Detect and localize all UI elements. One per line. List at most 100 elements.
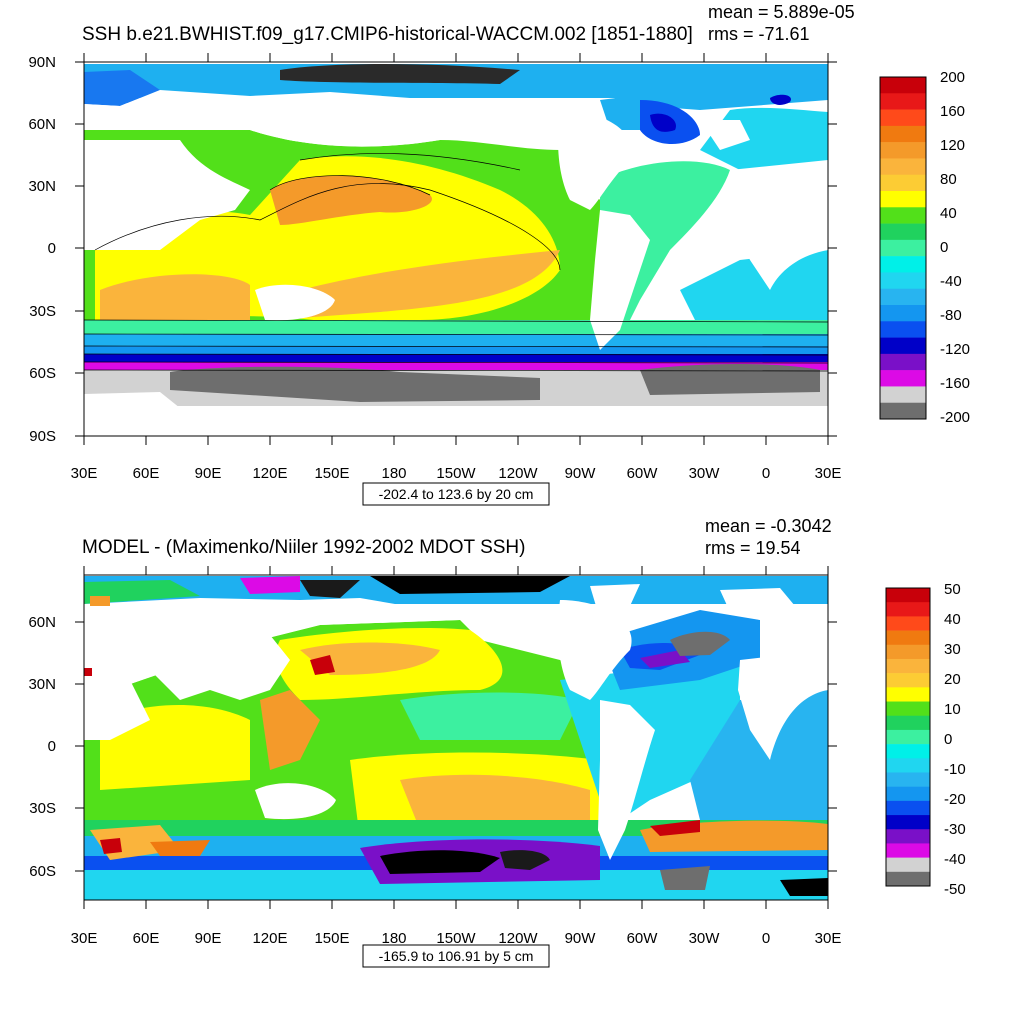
panel-model-ssh: SSH b.e21.BWHIST.f09_g17.CMIP6-historica… <box>28 2 970 506</box>
x-tick-label: 0 <box>762 465 770 482</box>
colorbar-swatch <box>880 239 926 257</box>
colorbar-swatch <box>886 616 930 631</box>
colorbar-swatch <box>886 786 930 802</box>
colorbar-swatch <box>880 272 926 290</box>
colorbar-swatch <box>886 630 930 646</box>
panel-1-x-axis: 30E 60E 90E 120E 150E 180 150W 120W 90W … <box>71 53 842 482</box>
panel-1-range-box <box>362 482 550 506</box>
colorbar-swatch <box>880 77 926 94</box>
colorbar-swatch <box>886 871 930 887</box>
colorbar-swatch <box>880 386 926 404</box>
colorbar-swatch <box>886 815 930 830</box>
colorbar-swatch <box>880 191 926 208</box>
x-tick-label: 60W <box>627 465 659 482</box>
colorbar-label: -200 <box>940 409 970 426</box>
colorbar-label: 0 <box>944 731 952 748</box>
x-tick-label: 30W <box>689 930 721 947</box>
panel-2-mean: mean = -0.3042 <box>705 516 832 536</box>
colorbar-swatch <box>886 744 930 759</box>
colorbar-swatch <box>880 402 926 420</box>
colorbar-swatch <box>880 93 926 110</box>
colorbar-swatch <box>880 142 926 159</box>
colorbar-label: -20 <box>944 791 966 808</box>
x-tick-label: 60E <box>133 930 160 947</box>
colorbar-label: -80 <box>940 307 962 324</box>
colorbar-swatch <box>886 644 930 660</box>
colorbar-swatch <box>886 715 930 731</box>
y-tick-label: 60N <box>28 116 56 133</box>
panel-1-colorbar <box>879 76 927 420</box>
y-tick-label: 30N <box>28 676 56 693</box>
colorbar-label: 30 <box>944 641 961 658</box>
x-tick-label: 150E <box>314 465 349 482</box>
panel-2-rms: rms = 19.54 <box>705 538 801 558</box>
x-tick-label: 30E <box>71 465 98 482</box>
y-tick-label: 30S <box>29 800 56 817</box>
colorbar-label: -30 <box>944 821 966 838</box>
x-tick-label: 180 <box>381 930 406 947</box>
colorbar-swatch <box>886 758 930 773</box>
x-tick-label: 150W <box>436 930 476 947</box>
colorbar-label: 50 <box>944 581 961 598</box>
x-tick-label: 30E <box>815 930 842 947</box>
panel-2-title: MODEL - (Maximenko/Niiler 1992-2002 MDOT… <box>82 537 525 558</box>
colorbar-swatch <box>880 158 926 176</box>
colorbar-swatch <box>886 829 930 844</box>
colorbar-swatch <box>880 321 926 338</box>
panel-2-y-axis: 60N 30N 0 30S 60S <box>28 614 56 880</box>
panel-2-colorbar <box>885 587 931 887</box>
colorbar-label: -40 <box>944 851 966 868</box>
y-tick-label: 60S <box>29 863 56 880</box>
colorbar-swatch <box>886 602 930 617</box>
colorbar-label: -160 <box>940 375 970 392</box>
colorbar-swatch <box>886 687 930 702</box>
panel-1-map <box>84 62 828 436</box>
x-tick-label: 30E <box>71 930 98 947</box>
colorbar-swatch <box>886 800 930 816</box>
x-tick-label: 120E <box>252 465 287 482</box>
colorbar-label: -10 <box>944 761 966 778</box>
colorbar-swatch <box>880 305 926 322</box>
colorbar-swatch <box>880 337 926 355</box>
panel-2-range-box <box>362 944 550 968</box>
colorbar-swatch <box>886 658 930 674</box>
panel-2-x-axis: 30E 60E 90E 120E 150E 180 150W 120W 90W … <box>71 566 842 947</box>
x-tick-label: 90W <box>565 930 597 947</box>
colorbar-swatch <box>886 857 930 873</box>
x-tick-label: 90W <box>565 465 597 482</box>
colorbar-label: -40 <box>940 273 962 290</box>
colorbar-label: 40 <box>940 205 957 222</box>
colorbar-swatch <box>880 370 926 387</box>
panel-2-map <box>84 575 828 900</box>
panel-2-range-note: -165.9 to 106.91 by 5 cm <box>379 948 534 964</box>
x-tick-label: 120W <box>498 930 538 947</box>
x-tick-label: 90E <box>195 930 222 947</box>
colorbar-label: 160 <box>940 103 965 120</box>
colorbar-label: 80 <box>940 171 957 188</box>
x-tick-label: 120E <box>252 930 287 947</box>
y-tick-label: 0 <box>48 738 56 755</box>
x-tick-label: 30E <box>815 465 842 482</box>
x-tick-label: 0 <box>762 930 770 947</box>
panel-1-rms: rms = -71.61 <box>708 24 810 44</box>
panel-2-colorbar-labels: 50 40 30 20 10 0 -10 -20 -30 -40 -50 <box>944 581 966 898</box>
colorbar-label: 40 <box>944 611 961 628</box>
panel-1-title: SSH b.e21.BWHIST.f09_g17.CMIP6-historica… <box>82 24 693 45</box>
colorbar-label: -50 <box>944 881 966 898</box>
panel-1-range-note: -202.4 to 123.6 by 20 cm <box>379 486 534 502</box>
x-tick-label: 180 <box>381 465 406 482</box>
x-tick-label: 30W <box>689 465 721 482</box>
colorbar-swatch <box>880 207 926 224</box>
colorbar-swatch <box>886 843 930 858</box>
colorbar-swatch <box>880 288 926 306</box>
colorbar-swatch <box>886 772 930 787</box>
colorbar-swatch <box>886 673 930 688</box>
colorbar-label: 120 <box>940 137 965 154</box>
x-tick-label: 60E <box>133 465 160 482</box>
x-tick-label: 120W <box>498 465 538 482</box>
y-tick-label: 0 <box>48 240 56 257</box>
x-tick-label: 60W <box>627 930 659 947</box>
panel-1-colorbar-labels: 200 160 120 80 40 0 -40 -80 -120 -160 -2… <box>940 69 970 426</box>
colorbar-swatch <box>886 729 930 745</box>
